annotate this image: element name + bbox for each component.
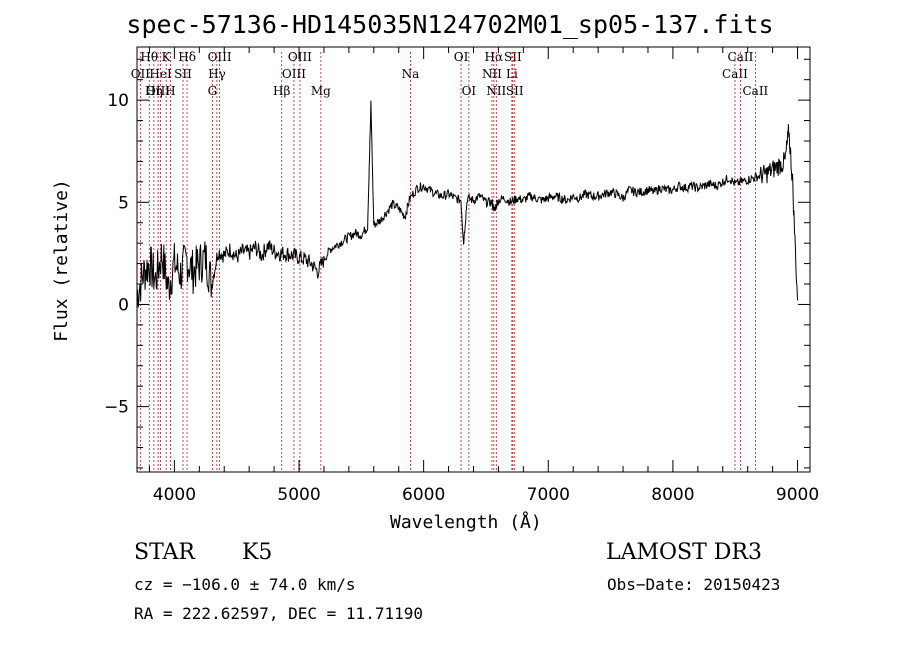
x-axis-label: Wavelength (Å) [390,512,542,533]
x-tick-label: 5000 [277,485,320,505]
marker-label: Na [402,67,420,81]
marker-label: CaII [742,84,768,98]
y-axis-label: Flux (relative) [50,179,72,342]
x-tick-label: 9000 [776,485,819,505]
marker-label: OIII [146,84,170,98]
marker-label: SII [504,50,522,64]
marker-label: OIII [282,67,306,81]
marker-label: H [165,84,175,98]
object-class: STAR [134,540,195,565]
marker-label: SII [174,67,192,81]
marker-label: SII [506,84,524,98]
y-tick-label: −5 [104,398,129,418]
marker-label: OIII [208,50,232,64]
marker-label: OIII [288,50,312,64]
marker-label: Hη [145,84,163,98]
x-tick-label: 7000 [527,485,570,505]
marker-label: K [162,50,172,64]
marker-label: CaII [728,50,754,64]
marker-label: Hδ [178,50,196,64]
marker-label: Hβ [273,84,290,98]
y-tick-label: 10 [107,91,129,111]
x-tick-label: 6000 [402,485,445,505]
marker-label: HeI [149,67,172,81]
y-tick-label: 5 [118,193,129,213]
marker-label: NII [482,67,502,81]
subclass: K5 [242,540,273,565]
marker-label: CaII [722,67,748,81]
marker-label: Hα [485,50,504,64]
survey-name: LAMOST DR3 [606,540,762,565]
marker-label: NII [486,84,506,98]
marker-label: Hγ [208,67,226,81]
coordinates: RA = 222.62597, DEC = 11.71190 [134,604,423,623]
marker-label: Li [506,67,518,81]
marker-label: OI [462,84,477,98]
obs-date: Obs−Date: 20150423 [607,575,781,594]
redshift-text: cz = −106.0 ± 74.0 km/s [134,575,356,594]
axis-ticks: 4000 5000 6000 7000 8000 9000 −5 0 5 10 [104,47,819,505]
x-tick-label: 4000 [153,485,196,505]
marker-label: Mg [311,84,331,98]
marker-label: OI [454,50,469,64]
spectrum-line [136,100,798,308]
marker-label: OII [131,67,151,81]
chart-title: spec-57136-HD145035N124702M01_sp05-137.f… [126,10,774,39]
x-tick-label: 8000 [651,485,694,505]
y-tick-label: 0 [118,295,129,315]
marker-label: G [208,84,218,98]
